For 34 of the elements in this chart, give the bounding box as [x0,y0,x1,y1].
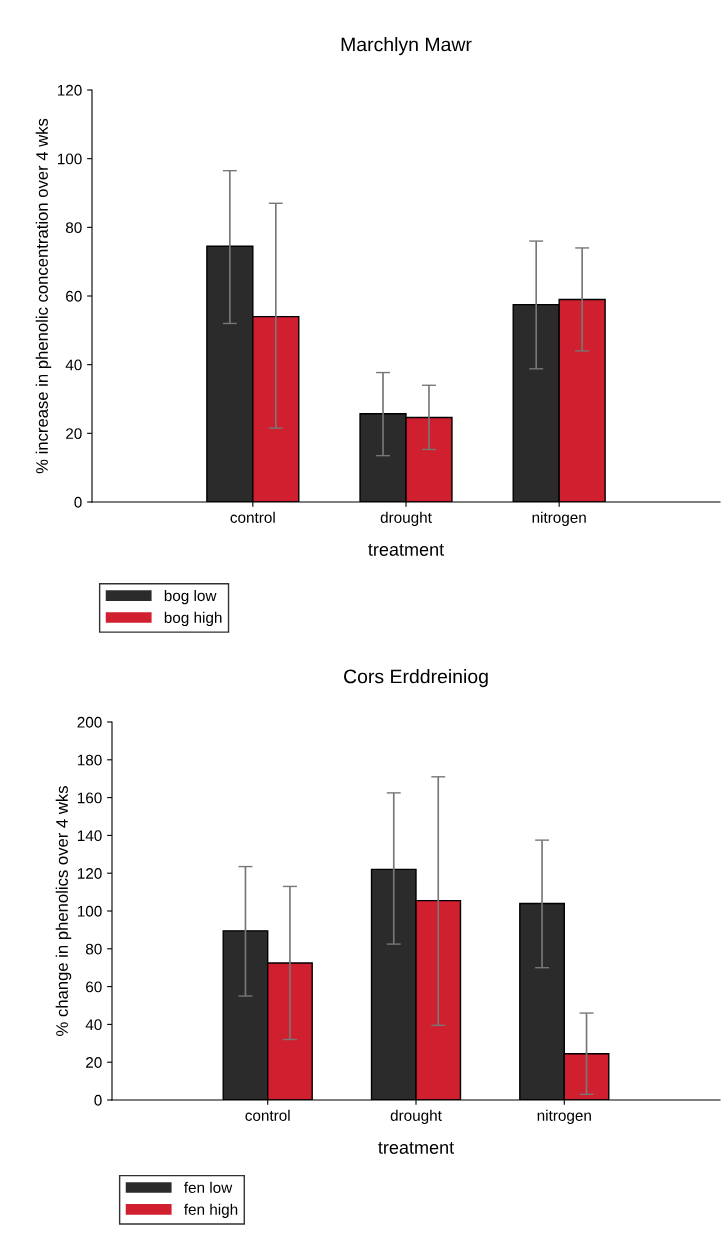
y-tick-label: 100 [57,153,82,165]
x-axis-title: treatment [378,1142,454,1154]
y-tick-label: 200 [77,716,102,728]
legend-label: bog low [164,589,217,605]
y-tick-label: 80 [65,222,82,234]
x-tick-label: nitrogen [532,511,586,526]
y-tick-label: 140 [77,830,102,842]
y-tick-label: 40 [85,1019,102,1031]
legend-label: fen high [184,1203,238,1218]
x-axis-title: treatment [368,544,444,556]
y-tick-label: 80 [85,943,102,955]
y-tick-label: 20 [86,1057,102,1068]
x-tick-label: drought [380,511,432,526]
y-tick-label: 0 [94,1094,102,1106]
y-tick-label: 120 [77,868,102,879]
chart-title: Marchlyn Mawr [341,37,472,56]
y-tick-label: 60 [66,290,82,302]
x-tick-label: nitrogen [537,1109,591,1124]
y-tick-label: 120 [57,84,82,96]
y-tick-label: 160 [77,792,102,804]
y-tick-label: 40 [65,359,82,371]
x-tick-label: control [230,511,275,523]
y-tick-label: 180 [77,754,102,766]
x-tick-label: drought [390,1109,442,1124]
legend-label: fen low [184,1181,233,1194]
y-tick-label: 60 [86,981,102,993]
y-tick-label: 0 [74,496,82,508]
legend-label: bog high [164,611,222,627]
x-tick-label: control [245,1109,290,1121]
y-axis-title: % increase in phenolic concentration over 4 wks [35,118,52,474]
chart-title: Cors Erddreiniog [344,669,488,688]
y-axis-title: % change in phenolics over 4 wks [55,786,72,1036]
y-tick-label: 100 [77,905,102,917]
y-tick-label: 20 [66,428,82,440]
